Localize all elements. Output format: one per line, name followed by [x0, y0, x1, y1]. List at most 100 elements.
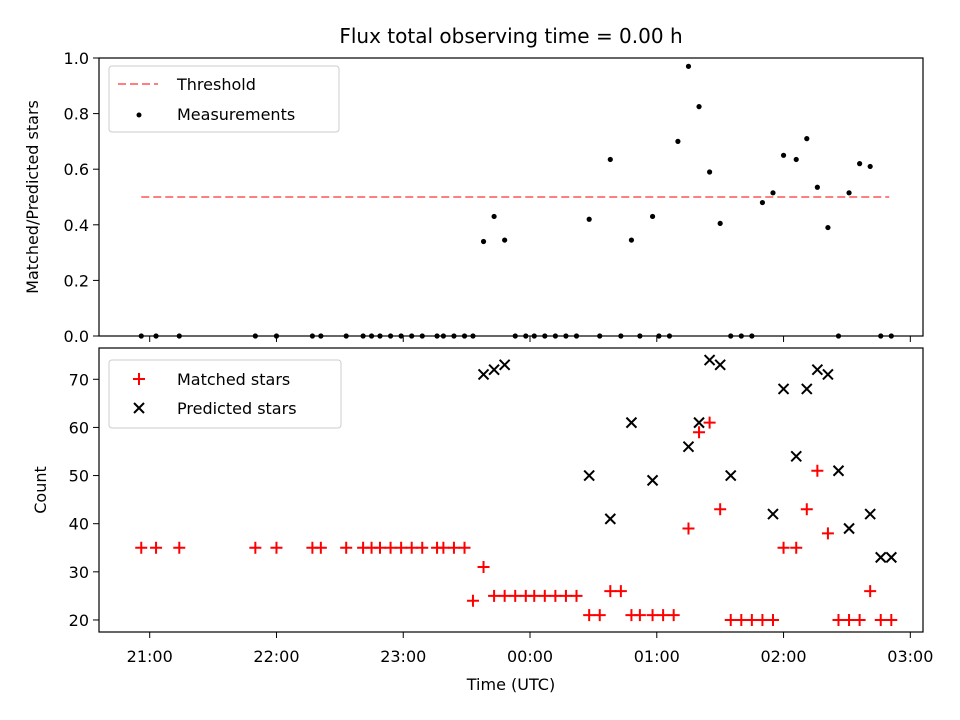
predicted-star-point: [777, 383, 790, 395]
matched-star-point: [583, 609, 596, 622]
matched-star-point: [811, 464, 824, 477]
measurement-point: [814, 184, 820, 190]
top-legend: Threshold Measurements: [108, 65, 340, 133]
matched-star-point: [570, 589, 583, 602]
matched-star-point: [832, 613, 845, 626]
predicted-star-point: [832, 465, 845, 477]
top-y-tick-label: 0.2: [64, 271, 89, 290]
bottom-x-ticks: 21:00 22:00 23:00 00:00 01:00 02:00 03:00: [127, 632, 933, 666]
predicted-star-point: [682, 440, 695, 453]
matched-star-point: [864, 585, 877, 598]
matched-star-point: [466, 594, 479, 607]
top-y-ticks: 0.0 0.2 0.4 0.6 0.8 1.0: [64, 49, 99, 346]
top-legend-box: [108, 65, 340, 133]
measurement-point: [804, 136, 810, 142]
matched-star-point: [693, 426, 706, 439]
bottom-y-axis-label: Count: [31, 466, 50, 514]
matched-star-point: [538, 589, 551, 602]
measurement-point: [675, 138, 681, 144]
measurement-point: [857, 161, 863, 167]
x-tick-label: 00:00: [507, 647, 553, 666]
predicted-star-point: [625, 416, 638, 429]
top-y-tick-label: 0.0: [64, 327, 89, 346]
matched-star-point: [756, 613, 769, 626]
measurement-point: [759, 199, 766, 206]
x-axis-label: Time (UTC): [466, 675, 555, 694]
legend-predicted-swatch: [133, 402, 145, 414]
predicted-star-point: [822, 368, 834, 381]
matched-star-point: [458, 541, 471, 554]
measurement-point: [696, 104, 702, 110]
top-y-tick-label: 0.8: [64, 105, 89, 124]
matched-star-point: [477, 561, 490, 574]
legend-measurements-label: Measurements: [177, 105, 295, 124]
bottom-y-tick-label: 30: [69, 563, 89, 582]
matched-star-point: [314, 541, 327, 554]
matched-star-point: [528, 589, 541, 602]
matched-star-point: [745, 613, 758, 626]
measurement-point: [707, 169, 713, 175]
measurement-point: [685, 63, 692, 69]
measurement-point: [780, 152, 787, 158]
bottom-y-tick-label: 50: [69, 467, 89, 486]
matched-star-point: [843, 613, 856, 626]
matched-star-point: [777, 541, 790, 554]
matched-star-point: [646, 609, 659, 622]
matched-star-point: [374, 541, 387, 554]
matched-star-point: [416, 541, 429, 554]
matched-star-point: [735, 613, 748, 626]
bottom-y-tick-label: 70: [69, 370, 89, 389]
x-tick-label: 23:00: [380, 647, 426, 666]
x-tick-label: 01:00: [634, 647, 680, 666]
matched-star-point: [633, 609, 646, 622]
legend-matched-label: Matched stars: [177, 370, 290, 389]
measurement-point: [480, 238, 487, 245]
matched-star-point: [135, 541, 148, 554]
matched-star-point: [853, 613, 866, 626]
predicted-star-point: [693, 416, 705, 429]
measurement-point: [607, 156, 613, 163]
matched-star-point: [593, 609, 606, 622]
measurement-point: [491, 213, 497, 220]
predicted-star-point: [801, 383, 813, 395]
matched-star-point: [724, 613, 737, 626]
matched-star-point: [714, 503, 727, 516]
top-x-ticks: [149, 336, 911, 342]
matched-star-point: [874, 613, 887, 626]
matched-star-point: [614, 585, 627, 598]
bottom-y-tick-label: 60: [69, 418, 89, 437]
matched-star-point: [488, 589, 501, 602]
bottom-legend: Matched stars Predicted stars: [108, 359, 342, 429]
matched-star-point: [150, 541, 163, 554]
measurement-point: [770, 190, 776, 196]
predicted-star-point: [767, 508, 779, 520]
matched-star-point: [703, 416, 716, 429]
measurement-point: [793, 156, 799, 163]
top-y-tick-label: 0.4: [64, 216, 89, 235]
matched-star-point: [682, 522, 695, 535]
matched-star-point: [604, 585, 617, 598]
bottom-y-tick-label: 40: [69, 515, 89, 534]
matched-star-point: [395, 541, 408, 554]
bottom-legend-box: [108, 359, 342, 429]
bottom-plot-content: [135, 354, 898, 626]
predicted-star-point: [875, 551, 887, 564]
matched-star-point: [790, 541, 803, 554]
bottom-axes-frame: [98, 347, 924, 633]
matched-star-point: [559, 589, 572, 602]
measurement-point: [628, 237, 635, 243]
predicted-star-point: [646, 474, 659, 487]
top-plot-content: [138, 63, 894, 339]
legend-measurements-swatch: [136, 112, 142, 118]
top-panel: 0.0 0.2 0.4 0.6 0.8 1.0 Matched/Predicted sta…: [23, 49, 924, 346]
matched-star-point: [270, 541, 283, 554]
predicted-star-point: [790, 450, 802, 463]
predicted-star-point: [498, 359, 511, 371]
measurement-point: [825, 224, 831, 231]
top-y-axis-label: Matched/Predicted stars: [23, 100, 42, 294]
matched-star-point: [766, 613, 779, 626]
legend-threshold-label: Threshold: [176, 75, 256, 94]
predicted-star-point: [604, 513, 617, 525]
predicted-star-point: [725, 469, 737, 482]
bottom-panel: 20 30 40 50 60 70 21:00 22:00 23:00 00:00 01:00 02…: [31, 347, 933, 694]
